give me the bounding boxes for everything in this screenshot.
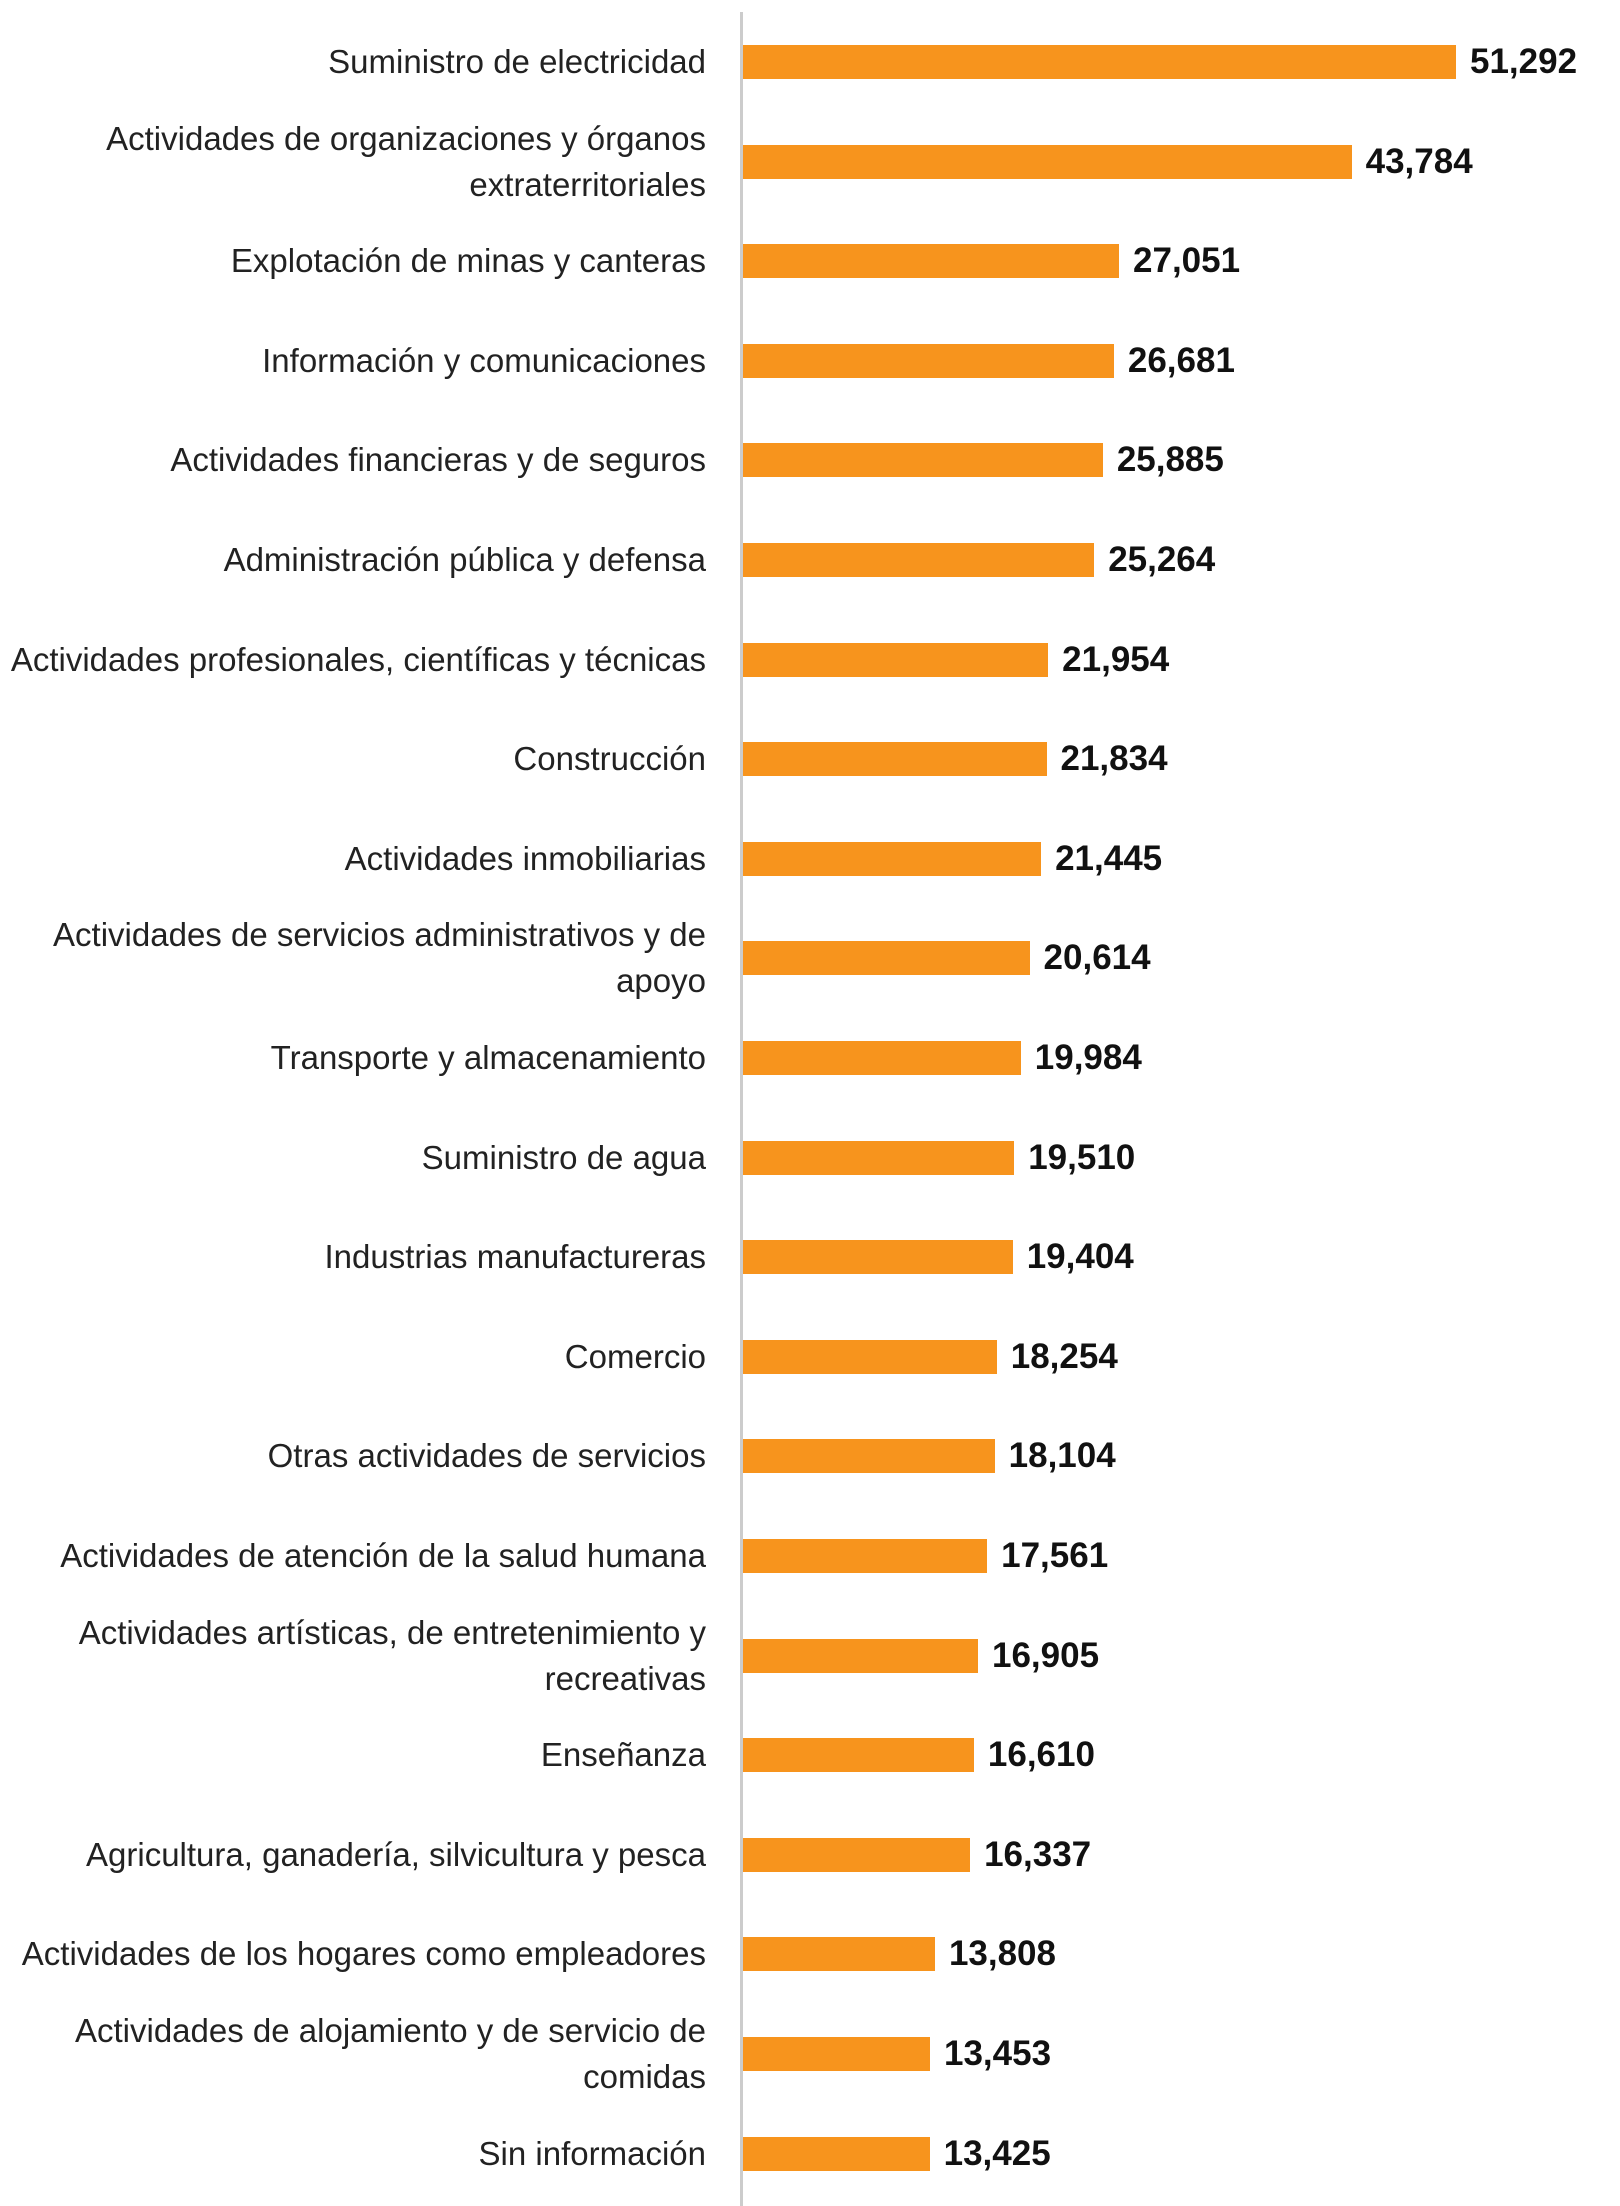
value-label: 26,681: [1127, 340, 1235, 380]
value-label: 19,510: [1028, 1137, 1136, 1177]
value-label: 25,264: [1108, 540, 1216, 579]
category-label: Otras actividades de servicios: [267, 1437, 706, 1475]
bar: [743, 2037, 930, 2071]
bar: [743, 1738, 974, 1773]
category-label: Explotación de minas y canteras: [230, 242, 706, 280]
category-label: Información y comunicaciones: [262, 341, 706, 379]
category-label: Actividades de alojamiento y de servicio…: [74, 2012, 706, 2095]
bar: [743, 841, 1042, 876]
value-label: 13,425: [943, 2133, 1051, 2173]
bar: [743, 244, 1120, 279]
category-label: Actividades de atención de la salud huma…: [60, 1537, 706, 1574]
category-label: Actividades de organizaciones y órganos …: [106, 119, 706, 203]
category-label: Transporte y almacenamiento: [270, 1039, 706, 1076]
category-label: Actividades profesionales, científicas y…: [10, 640, 706, 678]
value-label: 16,610: [987, 1735, 1095, 1775]
bar: [743, 1339, 997, 1374]
category-label: Actividades de servicios administrativos…: [53, 916, 706, 1000]
bar: [743, 1439, 995, 1474]
value-label: 25,885: [1116, 440, 1224, 480]
value-label: 19,404: [1026, 1237, 1134, 1277]
category-label: Agricultura, ganadería, silvicultura y p…: [86, 1835, 706, 1873]
category-label: Actividades artísticas, de entretenimien…: [78, 1613, 706, 1697]
category-label: Suministro de agua: [421, 1138, 706, 1176]
value-label: 21,834: [1060, 739, 1168, 779]
category-label: Sin información: [478, 2134, 706, 2172]
value-label: 27,051: [1133, 241, 1241, 281]
category-label: Actividades financieras y de seguros: [170, 441, 706, 479]
bar: [743, 1638, 978, 1673]
category-label: Actividades de los hogares como empleado…: [21, 1935, 706, 1973]
value-label: 51,292: [1470, 42, 1578, 81]
bar: [743, 642, 1049, 677]
category-label: Construcción: [513, 740, 706, 778]
value-label: 21,445: [1055, 838, 1163, 878]
bar: [743, 45, 1456, 79]
value-label: 16,905: [991, 1635, 1100, 1675]
value-label: 43,784: [1365, 141, 1473, 181]
bar: [743, 343, 1114, 378]
bar: [743, 1041, 1021, 1075]
value-label: 16,337: [984, 1834, 1092, 1874]
bar: [743, 1837, 971, 1872]
value-label: 18,254: [1010, 1336, 1118, 1376]
bar: [743, 1539, 988, 1573]
bar: [743, 543, 1095, 577]
value-label: 17,561: [1001, 1536, 1109, 1575]
category-label: Actividades inmobiliarias: [344, 839, 706, 877]
value-label: 20,614: [1043, 938, 1151, 978]
value-label: 13,453: [944, 2034, 1052, 2073]
bar: [743, 443, 1103, 478]
bar: [743, 1937, 935, 1972]
category-label: Suministro de electricidad: [328, 43, 706, 80]
value-label: 18,104: [1008, 1436, 1116, 1476]
category-label: Enseñanza: [540, 1736, 706, 1774]
category-label: Comercio: [564, 1337, 706, 1375]
value-label: 13,808: [948, 1934, 1056, 1974]
bar: [743, 144, 1352, 179]
value-label: 19,984: [1034, 1038, 1142, 1077]
bar: [743, 2136, 930, 2171]
category-label: Industrias manufactureras: [324, 1238, 706, 1276]
bar: [743, 1140, 1015, 1175]
bar: [743, 742, 1047, 777]
axis-line: [740, 12, 743, 2206]
value-label: 21,954: [1062, 639, 1170, 679]
category-label: Administración pública y defensa: [223, 541, 706, 578]
bar: [743, 941, 1030, 976]
bar: [743, 1240, 1013, 1275]
